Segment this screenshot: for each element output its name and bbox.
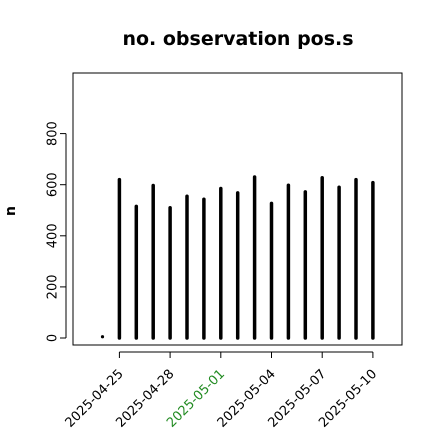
chart-title: no. observation pos.s	[122, 28, 353, 50]
y-tick-label: 0	[46, 334, 61, 342]
y-axis: 0 200 400 600 800	[46, 121, 67, 342]
y-axis-label: n	[3, 206, 19, 216]
y-tick-label: 400	[46, 223, 61, 248]
bars	[100, 175, 375, 340]
x-axis: 2025-04-252025-04-282025-05-012025-05-04…	[63, 351, 380, 431]
y-tick-label: 800	[46, 121, 61, 146]
y-tick-label: 600	[46, 172, 61, 197]
plot-frame	[72, 72, 403, 346]
bar	[100, 335, 105, 339]
y-tick-label: 200	[46, 274, 61, 299]
